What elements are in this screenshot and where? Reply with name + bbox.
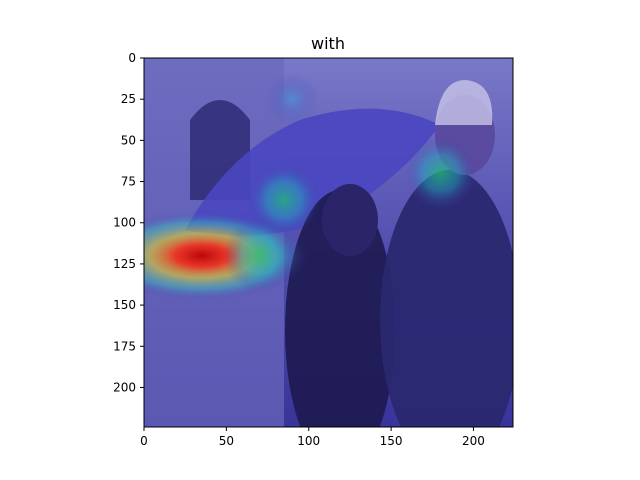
y-tick-label: 0 (128, 51, 136, 65)
woman-head (322, 184, 378, 256)
x-tick-label: 50 (219, 434, 234, 448)
y-tick-label: 125 (113, 257, 136, 271)
hotspot-4 (265, 72, 319, 126)
x-tick-label: 100 (297, 434, 320, 448)
plot-frame (143, 57, 514, 428)
y-tick-label: 25 (121, 92, 136, 106)
x-axis: 0 50 100 150 200 (140, 427, 485, 448)
hotspot-1 (247, 163, 321, 236)
x-tick-label: 150 (380, 434, 403, 448)
y-tick-label: 150 (113, 298, 136, 312)
y-tick-label: 175 (113, 339, 136, 353)
man-figure (380, 170, 513, 427)
chart-title: with (311, 34, 345, 53)
striped-beanie (435, 80, 493, 125)
hotspot-2 (404, 137, 477, 210)
y-axis: 0 25 50 75 100 125 150 175 200 (113, 51, 144, 394)
y-tick-label: 75 (121, 175, 136, 189)
x-tick-label: 0 (140, 434, 148, 448)
y-tick-label: 50 (121, 133, 136, 147)
woman-figure (285, 190, 395, 427)
y-tick-label: 200 (113, 380, 136, 394)
plot-area (144, 58, 513, 427)
attention-hotspots (144, 72, 477, 301)
x-tick-label: 200 (462, 434, 485, 448)
y-tick-label: 100 (113, 216, 136, 230)
hotspot-3 (223, 219, 296, 292)
